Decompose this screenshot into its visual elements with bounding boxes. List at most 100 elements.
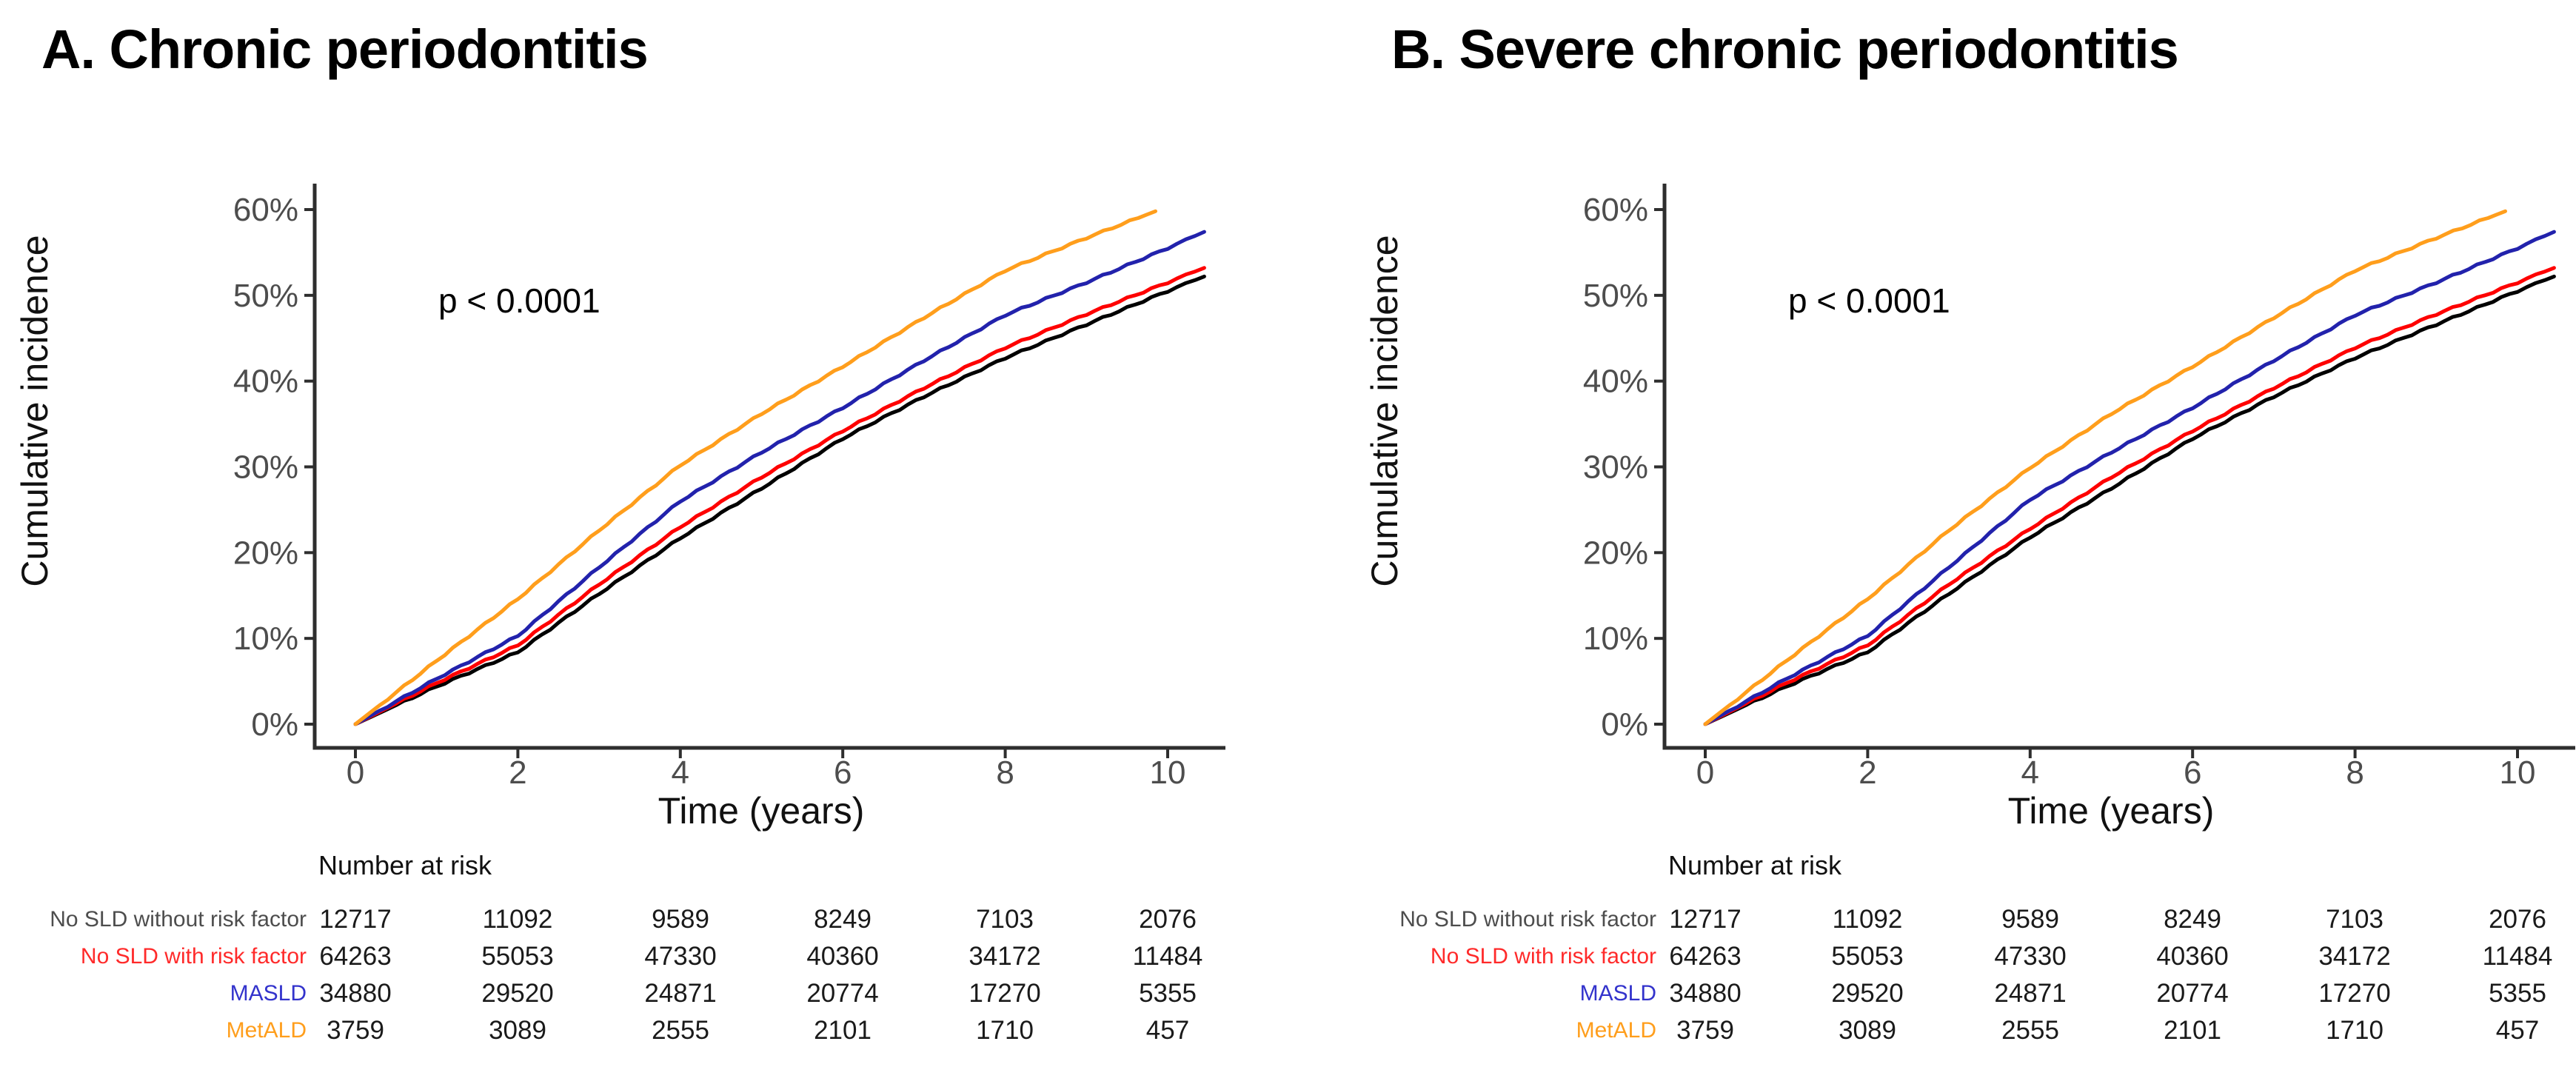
y-tick-label-60: 60% xyxy=(233,192,298,228)
panel-b-title: B. Severe chronic periodontitis xyxy=(1391,19,2179,80)
risk-cell: 34172 xyxy=(2318,942,2391,971)
risk-row-label: MetALD xyxy=(226,1018,307,1043)
risk-cell: 24871 xyxy=(1994,979,2067,1008)
risk-cell: 3759 xyxy=(327,1016,384,1045)
x-tick-label-0: 0 xyxy=(1696,755,1714,791)
risk-cell: 3089 xyxy=(1839,1016,1896,1045)
risk-cell: 9589 xyxy=(652,905,709,934)
risk-cell: 8249 xyxy=(2164,905,2221,934)
risk-row-label: MetALD xyxy=(1576,1018,1656,1043)
risk-cell: 11092 xyxy=(1832,905,1903,934)
x-axis-title: Time (years) xyxy=(658,790,865,832)
risk-table-header: Number at risk xyxy=(318,850,492,880)
risk-cell: 11092 xyxy=(482,905,553,934)
risk-cell: 2076 xyxy=(1139,905,1197,934)
p-value-annotation: p < 0.0001 xyxy=(1788,281,1950,320)
x-tick-label-4: 4 xyxy=(2021,755,2039,791)
panel-A: A. Chronic periodontitis 0% 10% 20% 30% 40% 5… xyxy=(14,19,1225,1045)
x-axis-title: Time (years) xyxy=(2008,790,2215,832)
risk-cell: 34880 xyxy=(1669,979,1742,1008)
risk-cell: 24871 xyxy=(644,979,717,1008)
risk-row-label: MASLD xyxy=(1579,981,1656,1006)
y-tick-label-40: 40% xyxy=(1583,364,1648,400)
x-tick-label-0: 0 xyxy=(347,755,364,791)
risk-cell: 47330 xyxy=(1994,942,2067,971)
risk-cell: 55053 xyxy=(1831,942,1904,971)
risk-cell: 7103 xyxy=(976,905,1034,934)
y-tick-label-20: 20% xyxy=(233,535,298,571)
risk-cell: 29520 xyxy=(481,979,554,1008)
risk-row-label: No SLD with risk factor xyxy=(80,944,307,969)
risk-cell: 2101 xyxy=(814,1016,872,1045)
risk-cell: 457 xyxy=(1145,1016,1190,1045)
risk-row-label: No SLD without risk factor xyxy=(50,907,307,931)
x-tick-label-10: 10 xyxy=(1150,755,1186,791)
p-value-annotation: p < 0.0001 xyxy=(438,281,600,320)
curve-masld xyxy=(1703,230,2556,726)
risk-cell: 2555 xyxy=(652,1016,709,1045)
y-tick-label-40: 40% xyxy=(233,364,298,400)
risk-cell: 12717 xyxy=(319,905,392,934)
risk-row-label: MASLD xyxy=(230,981,307,1006)
risk-row-label: No SLD without risk factor xyxy=(1399,907,1656,931)
y-tick-label-30: 30% xyxy=(233,449,298,486)
y-tick-label-0: 0% xyxy=(1601,706,1648,743)
x-tick-label-4: 4 xyxy=(672,755,689,791)
y-tick-label-10: 10% xyxy=(233,621,298,657)
x-tick-label-2: 2 xyxy=(1859,755,1876,791)
curve-no-sld-without-risk-factor xyxy=(353,274,1206,726)
risk-row-label: No SLD with risk factor xyxy=(1430,944,1656,969)
y-tick-label-10: 10% xyxy=(1583,621,1648,657)
risk-cell: 40360 xyxy=(2156,942,2229,971)
y-tick-label-0: 0% xyxy=(251,706,298,743)
y-tick-label-30: 30% xyxy=(1583,449,1648,486)
x-tick-label-6: 6 xyxy=(834,755,852,791)
curve-masld xyxy=(353,230,1206,726)
risk-cell: 40360 xyxy=(806,942,879,971)
y-tick-label-50: 50% xyxy=(233,278,298,314)
x-tick-label-8: 8 xyxy=(2346,755,2363,791)
panel-b-chart: 0% 10% 20% 30% 40% 50% 60% 0 2 4 6 8 10 Time (years) C… xyxy=(1364,184,2575,832)
y-axis-title: Cumulative incidence xyxy=(1364,235,1405,586)
curve-no-sld-without-risk-factor xyxy=(1703,274,2556,726)
x-tick-label-6: 6 xyxy=(2184,755,2201,791)
risk-cell: 5355 xyxy=(2489,979,2546,1008)
risk-cell: 457 xyxy=(2495,1016,2540,1045)
y-tick-label-20: 20% xyxy=(1583,535,1648,571)
risk-cell: 64263 xyxy=(319,942,392,971)
x-tick-label-10: 10 xyxy=(2500,755,2536,791)
risk-cell: 17270 xyxy=(2318,979,2391,1008)
panel-a-chart: 0% 10% 20% 30% 40% 50% 60% 0 2 4 6 8 10 Time (years) C… xyxy=(14,184,1225,832)
panel-a-risk-table: Number at risk No SLD without risk factor… xyxy=(50,850,1203,1045)
risk-cell: 34880 xyxy=(319,979,392,1008)
risk-cell: 2555 xyxy=(2001,1016,2059,1045)
risk-cell: 55053 xyxy=(481,942,554,971)
curve-metald xyxy=(1703,209,2507,726)
curve-no-sld-with-risk-factor xyxy=(1703,266,2556,726)
risk-table-header: Number at risk xyxy=(1668,850,1842,880)
risk-cell: 7103 xyxy=(2326,905,2383,934)
panel-a-title: A. Chronic periodontitis xyxy=(41,19,649,80)
risk-cell: 20774 xyxy=(2156,979,2229,1008)
risk-cell: 11484 xyxy=(1132,942,1203,971)
risk-cell: 2076 xyxy=(2489,905,2546,934)
curve-metald xyxy=(353,209,1157,726)
panel-b-risk-table: Number at risk No SLD without risk factor… xyxy=(1350,0,2576,1067)
y-tick-label-50: 50% xyxy=(1583,278,1648,314)
risk-cell: 12717 xyxy=(1669,905,1742,934)
risk-cell: 29520 xyxy=(1831,979,1904,1008)
x-tick-label-8: 8 xyxy=(996,755,1014,791)
y-axis-title: Cumulative incidence xyxy=(14,235,56,586)
risk-cell: 3089 xyxy=(489,1016,546,1045)
risk-cell: 2101 xyxy=(2164,1016,2221,1045)
y-tick-label-60: 60% xyxy=(1583,192,1648,228)
risk-cell: 8249 xyxy=(814,905,872,934)
risk-cell: 3759 xyxy=(1676,1016,1734,1045)
risk-cell: 20774 xyxy=(806,979,879,1008)
risk-cell: 47330 xyxy=(644,942,717,971)
curve-no-sld-with-risk-factor xyxy=(353,266,1206,726)
risk-cell: 1710 xyxy=(976,1016,1034,1045)
risk-cell: 9589 xyxy=(2001,905,2059,934)
risk-cell: 5355 xyxy=(1139,979,1197,1008)
